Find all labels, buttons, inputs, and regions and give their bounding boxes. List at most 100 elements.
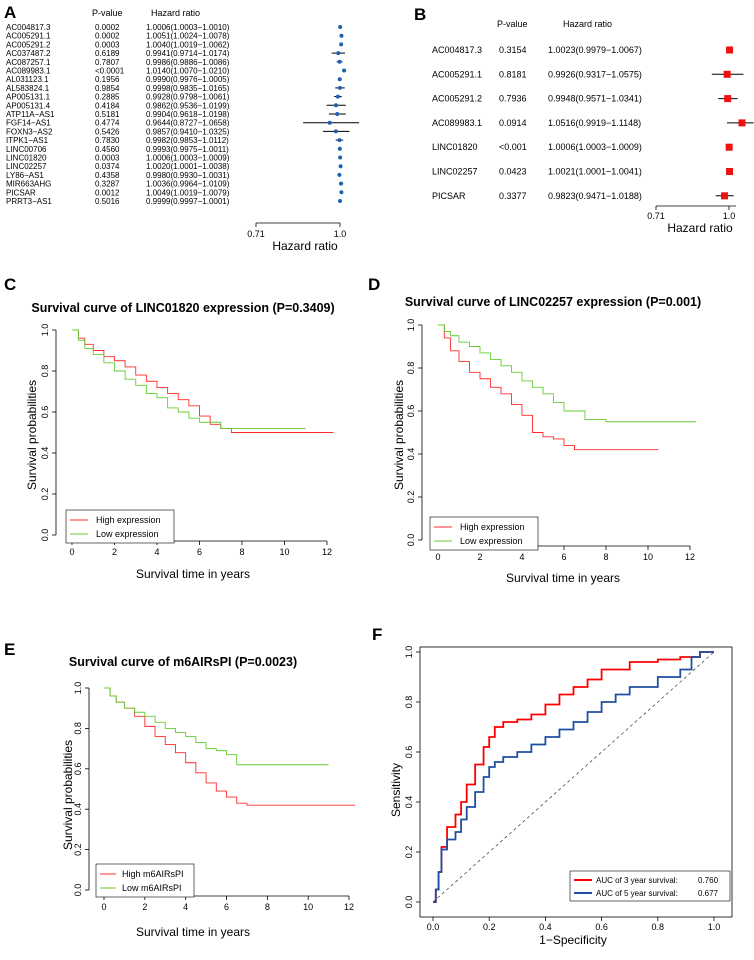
survival-e-x-tick-label: 10 (303, 902, 313, 912)
forest-a-x-label: Hazard ratio (272, 239, 338, 253)
roc-y-tick-label: 0.6 (404, 746, 414, 759)
forest-0-row-pvalue: 0.5426 (95, 127, 120, 136)
forest-0-hr-marker (337, 138, 342, 143)
forest-1-hr-marker (726, 46, 734, 54)
forest-0-row-pvalue: 0.0012 (95, 188, 120, 197)
survival-c-legend-high: High expression (96, 515, 161, 525)
roc-y-tick-label: 0.8 (404, 696, 414, 709)
survival-e-curves (104, 687, 356, 806)
roc-series-0 (433, 651, 714, 903)
forest-1-row-name: LINC02257 (432, 167, 478, 177)
survival-d-y-tick-label: 0.2 (406, 491, 416, 504)
forest-0-row-pvalue: 0.1956 (95, 75, 120, 84)
forest-0-row-name: AP005131.1 (6, 93, 51, 102)
forest-0-row-hr: 1.0040(1.0019−1.0062) (146, 40, 230, 49)
survival-chart-e: Survival curve of m6AIRsPI (P=0.0023) 0 2… (61, 655, 356, 939)
forest-0-row-hr: 0.9990(0.9976−1.0005) (146, 75, 230, 84)
forest-1-row-name: AC089983.1 (432, 118, 482, 128)
forest-0-row-hr: 0.9998(0.9835−1.0165) (146, 84, 230, 93)
forest-0-row-name: ATP11A−AS1 (6, 110, 55, 119)
survival-c-y-tick-label: 0.6 (40, 406, 50, 419)
forest-1-row-hr: 0.9823(0.9471−1.0188) (548, 191, 642, 201)
forest-0-row-name: AL583824.1 (6, 84, 50, 93)
survival-d-title: Survival curve of LINC02257 expression (… (405, 295, 701, 309)
panel-label-e: E (4, 640, 15, 659)
forest-b-tick-label-2: 1.0 (723, 211, 736, 221)
forest-a-tick-label-1: 0.71 (247, 229, 265, 239)
roc-curves (433, 651, 714, 903)
forest-1-row-name: AC005291.2 (432, 94, 482, 104)
survival-c-x-tick-label: 8 (239, 547, 244, 557)
forest-1-row-pvalue: 0.3154 (499, 45, 527, 55)
survival-d-legend-low: Low expression (460, 536, 523, 546)
forest-b-tick-label-1: 0.71 (647, 211, 665, 221)
survival-d-y-tick-label: 0.4 (406, 448, 416, 461)
forest-1-row-hr: 1.0516(0.9919−1.1148) (548, 118, 641, 128)
survival-d-x-label: Survival time in years (506, 571, 620, 585)
forest-0-row-hr: 1.0020(1.0001−1.0038) (146, 162, 230, 171)
survival-d-x-tick-label: 12 (685, 552, 695, 562)
forest-0-hr-marker (337, 172, 342, 177)
forest-0-row-name: AL031123.1 (6, 75, 49, 84)
survival-e-y-tick-label: 0.4 (73, 803, 83, 816)
forest-0-row-pvalue: 0.3287 (95, 180, 120, 189)
forest-0-row-hr: 0.9862(0.9536−1.0199) (146, 101, 230, 110)
roc-legend-5yr-label: AUC of 5 year survival: (596, 889, 678, 898)
survival-e-x-tick-label: 2 (142, 902, 147, 912)
survival-e-y-tick-label: 0.8 (73, 722, 83, 735)
survival-c-title: Survival curve of LINC01820 expression (… (31, 301, 334, 315)
forest-0-row-name: LY86−AS1 (6, 171, 44, 180)
survival-d-legend-high: High expression (460, 522, 525, 532)
forest-0-row-name: AC004817.3 (6, 23, 51, 32)
forest-1-hr-marker (725, 143, 733, 151)
survival-e-title: Survival curve of m6AIRsPI (P=0.0023) (69, 655, 297, 669)
forest-0-hr-marker (337, 85, 342, 90)
survival-d-y-tick-label: 0.8 (406, 362, 416, 375)
roc-x-tick-label: 0.0 (427, 922, 440, 932)
forest-0-row-hr: 1.0049(1.0019−1.0079) (146, 188, 230, 197)
forest-0-row-name: LINC00706 (6, 145, 47, 154)
survival-d-y-tick-label: 0.6 (406, 405, 416, 418)
forest-0-row-name: LINC02257 (6, 162, 47, 171)
survival-c-axes: 0 2 4 6 8 10 12 0.0 0.2 0.4 0.6 0.8 1.0 (40, 324, 332, 557)
forest-0-row-hr: 0.9993(0.9975−1.0011) (146, 145, 229, 154)
panel-label-b: B (414, 5, 426, 24)
panel-label-a: A (4, 3, 16, 22)
survival-e-series-0 (104, 687, 356, 806)
forest-a-pvalue-header: P-value (92, 8, 123, 18)
survival-e-legend-box (95, 863, 195, 898)
forest-0-row-name: PICSAR (6, 188, 36, 197)
survival-e-legend-low: Low m6AIRsPI (122, 883, 182, 893)
roc-axes: 0.0 0.0 0.2 0.2 0.4 0.4 0.6 0.6 0.8 0.8 1.0 1.0 (404, 646, 720, 932)
forest-0-row-hr: 0.9644(0.8727−1.0658) (146, 119, 230, 128)
forest-1-row-hr: 0.9926(0.9317−1.0575) (548, 69, 642, 79)
forest-0-row-pvalue: 0.0374 (95, 162, 120, 171)
forest-b-x-label: Hazard ratio (667, 221, 733, 235)
forest-1-row-pvalue: <0.001 (499, 142, 527, 152)
survival-d-series-1 (438, 324, 697, 423)
forest-0-row-pvalue: 0.4358 (95, 171, 120, 180)
forest-0-row-hr: 0.9986(0.9886−1.0086) (146, 58, 230, 67)
forest-0-row-hr: 1.0140(1.0070−1.0210) (146, 67, 230, 76)
forest-0-row-pvalue: 0.2885 (95, 93, 120, 102)
survival-c-x-tick-label: 2 (112, 547, 117, 557)
survival-c-curves (72, 329, 334, 433)
survival-d-x-tick-label: 4 (519, 552, 524, 562)
forest-0-row-name: AC087257.1 (6, 58, 51, 67)
survival-c-x-tick-label: 0 (69, 547, 74, 557)
survival-d-x-tick-label: 8 (603, 552, 608, 562)
forest-b-rows: AC004817.3 0.3154 1.0023(0.9979−1.0067) AC0… (432, 45, 754, 201)
survival-e-legend-high: High m6AIRsPI (122, 869, 184, 879)
forest-1-row-hr: 1.0023(0.9979−1.0067) (548, 45, 642, 55)
forest-0-row-pvalue: 0.0003 (95, 40, 120, 49)
survival-e-x-tick-label: 12 (344, 902, 354, 912)
forest-0-row-name: LINC01820 (6, 154, 47, 163)
forest-1-hr-marker (726, 168, 734, 175)
survival-c-y-tick-label: 0.2 (40, 488, 50, 501)
survival-e-y-tick-label: 1.0 (73, 682, 83, 695)
roc-legend-5yr-value: 0.677 (698, 889, 719, 898)
survival-e-y-tick-label: 0.6 (73, 763, 83, 776)
forest-1-row-name: AC004817.3 (432, 45, 482, 55)
forest-1-row-pvalue: 0.0914 (499, 118, 527, 128)
survival-c-y-label: Survival probabilities (25, 380, 39, 490)
